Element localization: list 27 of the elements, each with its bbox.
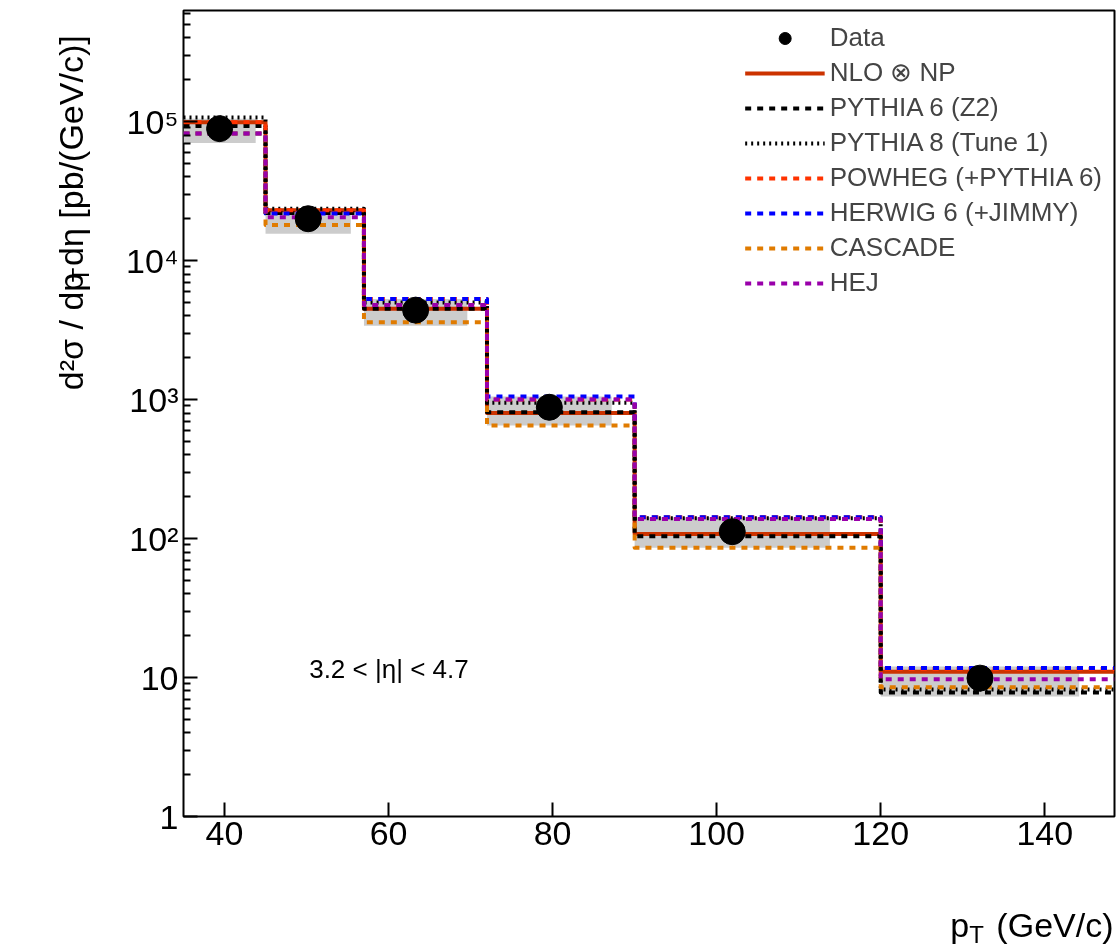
point (206, 115, 234, 143)
x-tick-label: 80 (533, 813, 572, 852)
point (402, 296, 430, 324)
annotation: 3.2 < |η| < 4.7 (309, 653, 469, 684)
legend-label: CASCADE (829, 232, 956, 263)
x-tick-label: 100 (688, 813, 746, 852)
legend-label: POWHEG (+PYTHIA 6) (829, 162, 1102, 193)
y-tick-label: 10 (140, 658, 179, 697)
point (718, 518, 746, 546)
x-tick-label: 60 (369, 813, 408, 852)
legend-label: PYTHIA 6 (Z2) (829, 92, 999, 123)
x-tick-label: 40 (205, 813, 244, 852)
y-tick-label: 10³ (129, 380, 179, 419)
y-tick-label: 10⁵ (126, 102, 179, 141)
legend-label: HERWIG 6 (+JIMMY) (829, 197, 1079, 228)
point (966, 664, 994, 692)
legend-label: PYTHIA 8 (Tune 1) (829, 127, 1049, 158)
point (535, 393, 563, 421)
y-tick-label: 10⁴ (126, 241, 179, 280)
point (294, 205, 322, 233)
legend-label: NLO ⊗ NP (829, 57, 956, 88)
legend-label: HEJ (829, 267, 879, 298)
y-tick-label: 10² (129, 519, 179, 558)
y-tick-label: 1 (159, 797, 179, 836)
x-tick-label: 140 (1016, 813, 1074, 852)
x-tick-label: 120 (852, 813, 910, 852)
legend-label: Data (829, 22, 885, 53)
